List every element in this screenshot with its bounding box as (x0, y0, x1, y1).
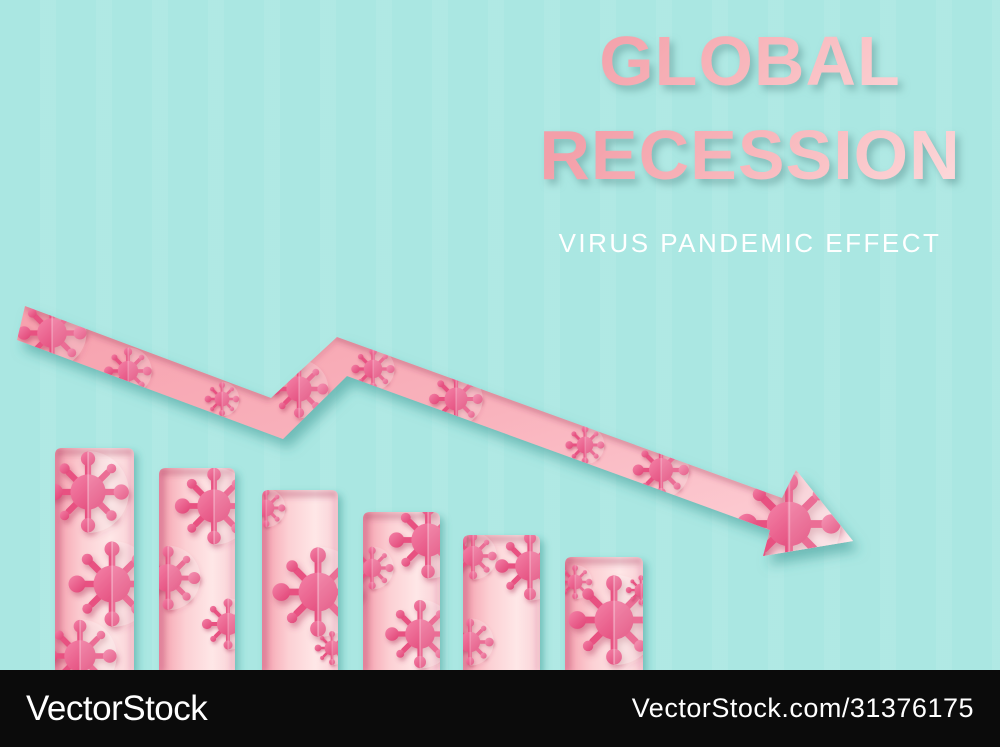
bar-chart (55, 448, 643, 670)
image-reference-text: VectorStock.com/31376175 (631, 693, 974, 723)
virus-icon (444, 616, 496, 668)
virus-icon (348, 544, 396, 592)
virus-icon (244, 487, 287, 529)
virus-icon (135, 546, 200, 611)
subtitle: VIRUS PANDEMIC EFFECT (558, 228, 942, 258)
recession-illustration (17, 306, 853, 670)
page-title-line1: GLOBAL (510, 26, 990, 96)
page-title-line2: RECESSION (510, 120, 990, 190)
watermark-bar: VectorStock VectorStock.com/31376175 (0, 670, 1000, 747)
virus-icon (447, 530, 499, 582)
vectorstock-logo: VectorStock (26, 688, 208, 728)
declining-arrow (17, 306, 853, 556)
bar-inner-shadows (55, 448, 643, 670)
hero-text-block: GLOBAL RECESSION VIRUS PANDEMIC EFFECT (510, 26, 990, 259)
